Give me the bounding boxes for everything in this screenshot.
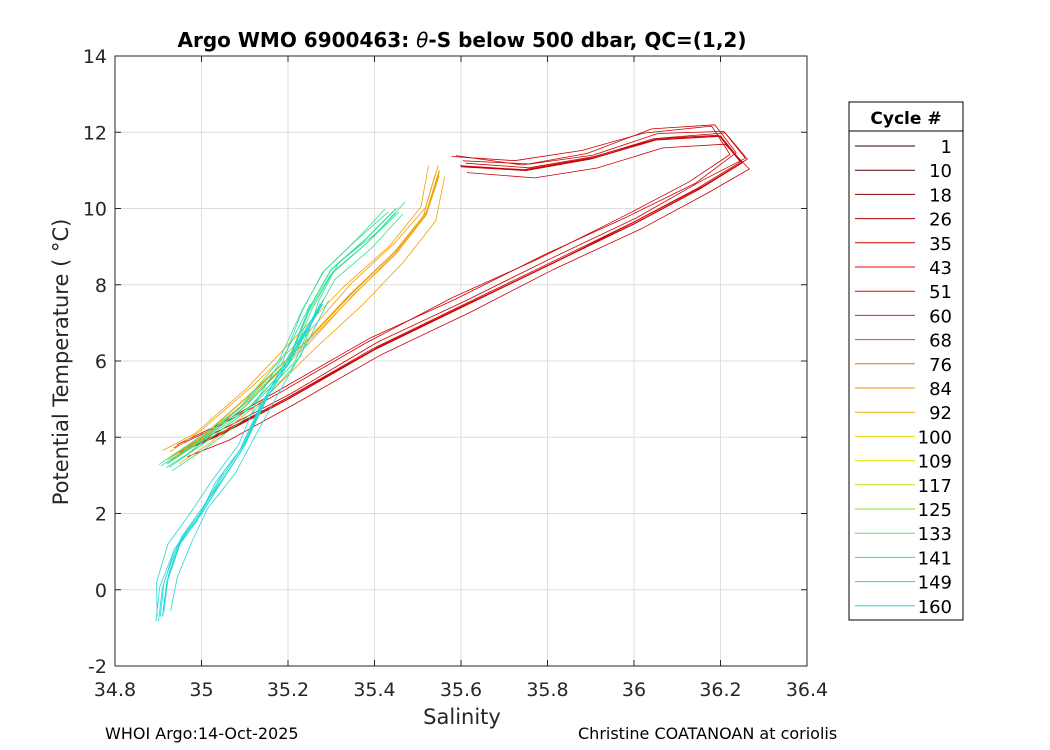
series-line-variant <box>170 300 329 612</box>
series-line-variant <box>176 124 737 446</box>
y-tick-label: 2 <box>95 504 107 526</box>
series-line-variant <box>162 165 429 451</box>
series-line-variant <box>165 212 396 469</box>
y-tick-label: -2 <box>88 656 107 678</box>
legend-title: Cycle # <box>870 109 941 129</box>
legend-entry-label: 10 <box>929 161 952 182</box>
legend-entry-label: 117 <box>918 476 952 497</box>
series-line-variant <box>167 174 436 460</box>
legend-entry-label: 76 <box>929 355 952 376</box>
legend-entry-label: 149 <box>918 573 952 594</box>
footer-left-note: WHOI Argo:14-Oct-2025 <box>105 724 299 743</box>
series-line-variant <box>170 173 440 461</box>
series-line-variant <box>180 201 406 460</box>
series-line-variant <box>159 303 321 617</box>
x-tick-label: 35.2 <box>267 679 309 701</box>
series-line-variant <box>187 143 750 458</box>
chart-title-theta: θ <box>416 28 428 52</box>
chart-title-suffix: -S below 500 dbar, QC=(1,2) <box>428 28 746 52</box>
x-tick-label: 35.4 <box>353 679 395 701</box>
axis-ticks: 34.8 35 35.2 35.4 35.6 35.8 36 36.2 36.4 -2 0 2 4 6 8 1… <box>83 46 828 701</box>
series-line <box>166 208 397 465</box>
x-tick-label: 35.6 <box>440 679 482 701</box>
x-axis-label: Salinity <box>423 705 501 729</box>
y-axis-label: Potential Temperature ( °C) <box>49 219 73 506</box>
series-line <box>179 135 743 454</box>
footer-right-note: Christine COATANOAN at coriolis <box>578 724 838 743</box>
legend-entry-label: 35 <box>929 234 952 255</box>
series-line-variant <box>185 132 748 451</box>
y-tick-label: 14 <box>83 46 107 68</box>
legend-entry-label: 26 <box>929 210 952 231</box>
x-tick-label: 36 <box>622 679 646 701</box>
legend: Cycle # 1 10 18 26 35 43 51 60 68 76 84 92 100 109 117… <box>848 101 964 621</box>
legend-entry-label: 141 <box>918 548 952 569</box>
series-line-variant <box>171 213 404 472</box>
y-tick-label: 6 <box>95 351 107 373</box>
series-line-variant <box>182 130 746 449</box>
legend-entry-label: 133 <box>918 524 952 545</box>
chart-title: Argo WMO 6900463: θ-S below 500 dbar, QC… <box>178 28 747 52</box>
legend-entry-label: 1 <box>941 137 952 158</box>
plot-area: 34.8 35 35.2 35.4 35.6 35.8 36 36.2 36.4 -2 0 2 4 6 8 1… <box>83 46 828 701</box>
legend-entry-label: 51 <box>929 282 952 303</box>
series-line-variant <box>155 310 318 622</box>
legend-entry-label: 68 <box>929 331 952 352</box>
legend-entry-label: 109 <box>918 452 952 473</box>
legend-entry-label: 43 <box>929 258 952 279</box>
x-tick-label: 35 <box>189 679 213 701</box>
series-line-variant <box>158 208 386 465</box>
legend-entry-label: 160 <box>918 597 952 618</box>
legend-entry-label: 18 <box>929 185 952 206</box>
y-tick-label: 12 <box>83 122 107 144</box>
legend-entry-label: 84 <box>929 379 952 400</box>
y-tick-label: 4 <box>95 427 107 449</box>
series-line-variant <box>169 165 439 453</box>
y-tick-label: 10 <box>83 199 107 221</box>
chart-title-prefix: Argo WMO 6900463: <box>178 28 417 52</box>
legend-entry-label: 60 <box>929 306 952 327</box>
legend-entry-label: 125 <box>918 500 952 521</box>
data-series <box>155 124 750 622</box>
x-tick-label: 35.8 <box>526 679 568 701</box>
y-tick-label: 8 <box>95 275 107 297</box>
series-line-variant <box>156 303 311 617</box>
legend-entries: 1 10 18 26 35 43 51 60 68 76 84 92 100 109 117 125 133 14… <box>855 137 952 618</box>
y-tick-label: 0 <box>95 580 107 602</box>
x-tick-label: 36.2 <box>699 679 741 701</box>
series-line-variant <box>173 125 731 449</box>
x-tick-label: 36.4 <box>786 679 828 701</box>
x-tick-label: 34.8 <box>94 679 136 701</box>
series-line-variant <box>178 177 445 465</box>
legend-entry-label: 100 <box>918 427 952 448</box>
legend-entry-label: 92 <box>929 403 952 424</box>
